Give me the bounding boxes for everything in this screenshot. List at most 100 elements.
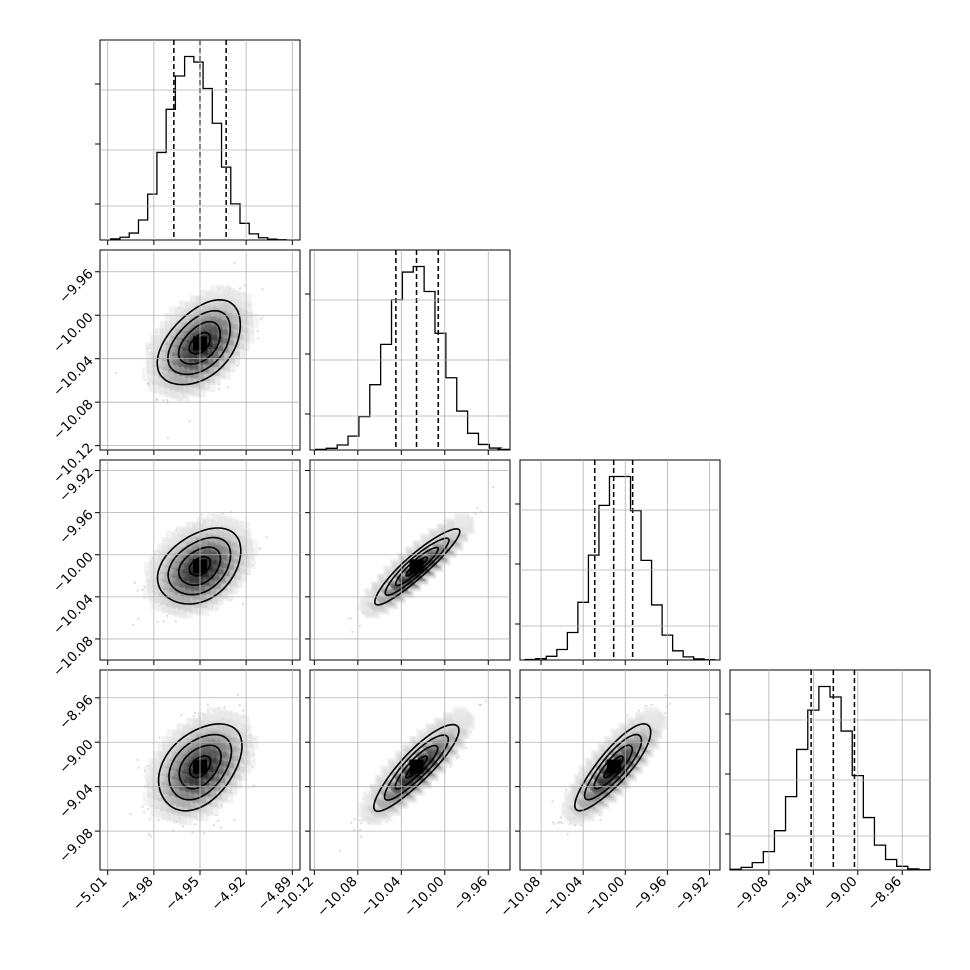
y-tick-label: −9.04 [56, 781, 97, 822]
panel-content [129, 693, 259, 838]
contour-line [168, 733, 233, 801]
scatter-point [136, 589, 139, 592]
scatter-point [253, 784, 256, 787]
panel-frame [309, 249, 511, 451]
scatter-point [143, 811, 146, 814]
grid-lines [100, 670, 300, 870]
y-tick-label: −9.08 [56, 825, 97, 866]
contour-line [177, 320, 221, 365]
scatter-point [180, 713, 183, 716]
scatter-point [146, 807, 150, 810]
x-tick-label: −9.92 [672, 874, 713, 915]
scatter-point [599, 818, 602, 821]
scatter-point [559, 816, 563, 819]
contour-line [603, 755, 624, 779]
scatter-point [165, 614, 168, 618]
x-tick-label: −9.96 [451, 874, 492, 915]
density-cell [452, 706, 467, 721]
contour-line [583, 733, 643, 801]
scatter-point [158, 736, 161, 739]
scatter-point [191, 831, 194, 834]
scatter-point [236, 364, 239, 368]
scatter-point [650, 703, 653, 706]
scatter-point [156, 620, 159, 624]
scatter-point [155, 398, 158, 402]
scatter-point [133, 581, 137, 584]
x-tick-label: −10.00 [401, 874, 448, 921]
scatter-point [149, 835, 152, 838]
panel-frame [729, 669, 931, 871]
scatter-point [115, 371, 118, 375]
grid-lines [100, 460, 300, 660]
contour-line [573, 722, 652, 812]
scatter-point [162, 399, 165, 402]
x-tick-label: −9.00 [820, 874, 861, 915]
contour-line [178, 546, 222, 587]
x-tick-label: −4.95 [162, 874, 203, 915]
scatter-point [480, 703, 483, 706]
panel-frame [309, 669, 511, 871]
panel-content [338, 699, 487, 852]
scatter-point [157, 818, 160, 821]
scatter-point [469, 730, 472, 733]
grid-lines [520, 670, 720, 870]
x-tick-label: −9.04 [776, 874, 817, 915]
scatter-point [220, 826, 223, 829]
histogram-step [314, 265, 510, 451]
histogram-panel-4 [725, 669, 931, 871]
scatter-point [233, 261, 236, 264]
scatter-point [478, 703, 481, 706]
histogram-step [729, 685, 931, 871]
density-cell [210, 284, 225, 299]
x-tick-label: −9.08 [731, 874, 772, 915]
scatter-point [136, 758, 139, 761]
contour-line [178, 744, 222, 790]
contour-line [394, 546, 440, 587]
scatter-point [194, 823, 197, 826]
scatter-point [129, 813, 132, 816]
scatter-point [147, 833, 151, 836]
contour-line [167, 310, 231, 376]
y-tick-label: −9.96 [56, 507, 97, 548]
y-tick-label: −9.00 [56, 737, 97, 778]
grid-lines [520, 460, 720, 660]
histogram-step [524, 475, 716, 661]
scatter-point [347, 617, 350, 620]
scatter-point [212, 823, 216, 827]
contour-line [167, 536, 232, 596]
y-tick-label: −10.00 [50, 549, 97, 596]
scatter-panel-2-1 [99, 249, 301, 451]
scatter-point [360, 822, 363, 825]
grid-lines [310, 250, 510, 450]
panel-content [132, 511, 268, 627]
scatter-point [141, 805, 144, 808]
scatter-point [162, 620, 165, 623]
scatter-point [188, 420, 191, 423]
histogram-panel-1 [95, 39, 301, 241]
scatter-point [203, 831, 206, 835]
scatter-point [553, 822, 556, 826]
scatter-point [193, 712, 197, 715]
scatter-point [174, 619, 177, 623]
contour-line [157, 723, 243, 812]
density-cell [207, 706, 222, 721]
scatter-point [192, 715, 195, 718]
scatter-point [350, 617, 353, 620]
scatter-point [261, 316, 264, 319]
scatter-panel-3-1 [99, 459, 301, 661]
scatter-point [155, 397, 158, 401]
scatter-point [560, 821, 564, 825]
scatter-point [239, 287, 242, 290]
scatter-point [243, 284, 246, 287]
scatter-point [558, 820, 561, 823]
scatter-point [557, 821, 560, 825]
panel-content [115, 261, 264, 439]
scatter-panel-4-1 [99, 669, 301, 871]
x-tick-label: −10.08 [314, 874, 361, 921]
scatter-panel-4-2 [309, 669, 511, 871]
density-peak [606, 759, 621, 774]
scatter-point [664, 712, 667, 715]
y-tick-label: −10.04 [50, 591, 97, 638]
scatter-point [551, 820, 555, 824]
contour-line [156, 298, 242, 386]
